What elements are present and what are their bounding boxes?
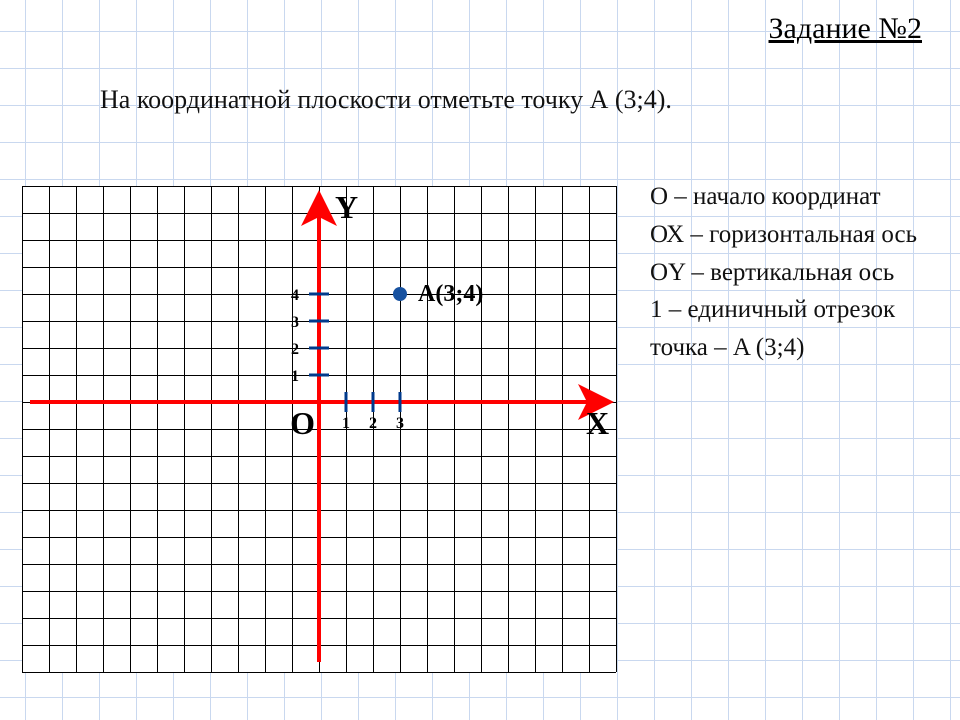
annotation-ox: ОХ – горизонтальная ось — [650, 218, 917, 252]
legend-annotations: О – начало координат ОХ – горизонтальная… — [650, 180, 917, 369]
annotation-point: точка – A (3;4) — [650, 331, 917, 365]
svg-text:1: 1 — [291, 368, 299, 385]
svg-text:A(3;4): A(3;4) — [418, 281, 483, 307]
svg-text:1: 1 — [342, 415, 350, 432]
page-title: Задание №2 — [769, 12, 922, 46]
svg-text:Х: Х — [586, 405, 609, 441]
svg-text:4: 4 — [291, 287, 299, 304]
coordinate-plane-chart: 1 2 3 1 2 3 4 A(3;4) О Х Y — [22, 186, 618, 679]
svg-text:Y: Y — [335, 189, 358, 225]
svg-text:О: О — [290, 405, 315, 441]
svg-text:2: 2 — [291, 341, 299, 358]
svg-text:3: 3 — [291, 314, 299, 331]
annotation-unit: 1 – единичный отрезок — [650, 293, 917, 327]
annotation-oy: ОY – вертикальная ось — [650, 256, 917, 290]
svg-text:2: 2 — [369, 415, 377, 432]
task-instruction: На координатной плоскости отметьте точку… — [100, 85, 672, 115]
svg-text:3: 3 — [396, 415, 404, 432]
annotation-origin: О – начало координат — [650, 180, 917, 214]
